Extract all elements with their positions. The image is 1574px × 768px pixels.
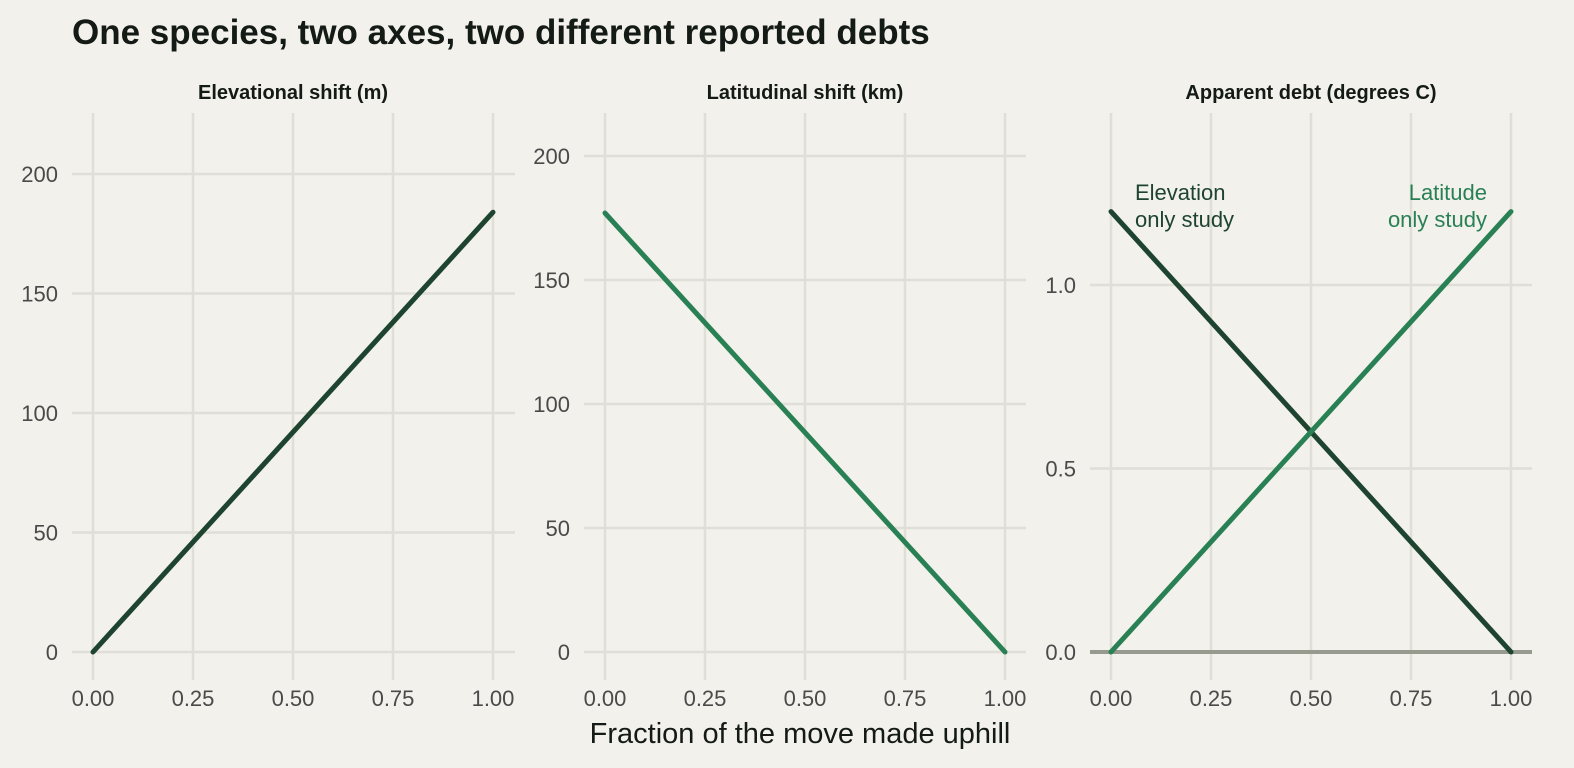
x-tick-label: 0.25 [684, 686, 727, 711]
x-tick-label: 1.00 [1490, 686, 1533, 711]
y-tick-label: 1.0 [1045, 273, 1076, 298]
x-tick-label: 0.25 [172, 686, 215, 711]
y-tick-label: 0.0 [1045, 640, 1076, 665]
annotation-line: only study [1388, 207, 1487, 232]
y-tick-label: 100 [533, 392, 570, 417]
series-line-elevation [90, 209, 496, 655]
chart-title: One species, two axes, two different rep… [72, 13, 930, 52]
panel-title: Apparent debt (degrees C) [1185, 82, 1436, 104]
annotation-line: only study [1135, 207, 1234, 232]
annotation-line: Latitude [1409, 180, 1487, 205]
y-tick-label: 0 [46, 640, 58, 665]
x-tick-label: 0.75 [1390, 686, 1433, 711]
y-tick-label: 50 [34, 521, 58, 546]
annotation-line: Elevation [1135, 180, 1226, 205]
series-line-latitude [1108, 209, 1514, 655]
x-tick-label: 0.00 [584, 686, 627, 711]
panel-1: Elevational shift (m) 0.00 0.25 0.50 0.75 1.0… [21, 82, 515, 711]
y-tick-label: 0 [558, 640, 570, 665]
panel-3: Apparent debt (degrees C) 0.00 0.25 0.50 0.7… [1045, 82, 1532, 711]
annotation-latitude: Latitude only study [1388, 180, 1487, 232]
y-tick-label: 150 [21, 282, 58, 307]
panel-title: Latitudinal shift (km) [707, 82, 904, 104]
annotation-elevation: Elevation only study [1135, 180, 1234, 232]
x-tick-label: 0.50 [784, 686, 827, 711]
panel-title: Elevational shift (m) [198, 82, 388, 104]
y-tick-label: 200 [533, 144, 570, 169]
panel-2: Latitudinal shift (km) 0.00 0.25 0.50 0.75 1.… [533, 82, 1026, 711]
x-tick-label: 0.50 [1290, 686, 1333, 711]
x-tick-label: 1.00 [984, 686, 1027, 711]
shared-x-axis-label: Fraction of the move made uphill [590, 718, 1011, 750]
x-tick-label: 0.75 [372, 686, 415, 711]
y-tick-label: 150 [533, 268, 570, 293]
y-tick-label: 50 [546, 516, 570, 541]
y-tick-label: 0.5 [1045, 457, 1076, 482]
y-tick-label: 200 [21, 162, 58, 187]
x-tick-label: 1.00 [472, 686, 515, 711]
x-tick-label: 0.00 [72, 686, 115, 711]
series-line-latitude [602, 210, 1008, 655]
x-tick-label: 0.00 [1090, 686, 1133, 711]
x-tick-label: 0.50 [272, 686, 315, 711]
y-tick-label: 100 [21, 401, 58, 426]
x-tick-label: 0.25 [1190, 686, 1233, 711]
x-tick-label: 0.75 [884, 686, 927, 711]
